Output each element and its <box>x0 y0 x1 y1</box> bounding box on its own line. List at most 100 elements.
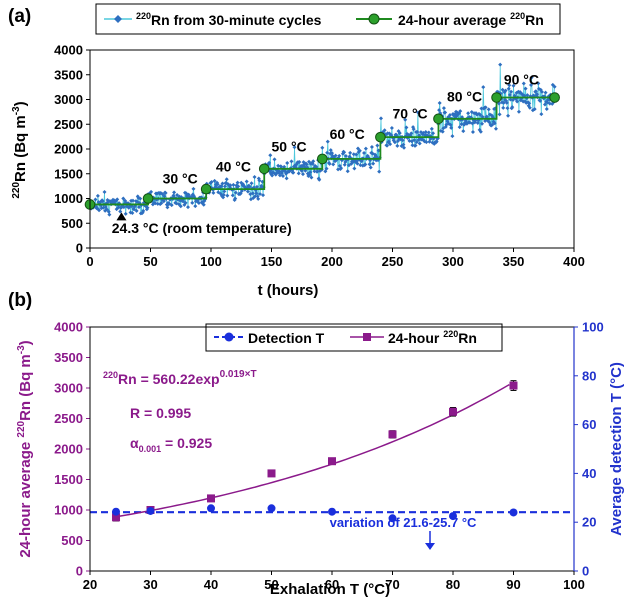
y2-tick-label: 100 <box>582 320 604 335</box>
cycle-point <box>343 153 348 158</box>
cycle-point <box>448 122 453 127</box>
cycle-point <box>401 142 406 147</box>
cycle-point <box>253 194 258 199</box>
y-tick-label: 1000 <box>54 191 83 206</box>
cycle-point <box>289 159 294 164</box>
cycle-point <box>196 201 201 206</box>
y-tick-label: 500 <box>61 533 83 548</box>
y2-tick-label: 80 <box>582 368 596 383</box>
cycle-point <box>317 177 322 182</box>
cycle-point <box>486 107 491 112</box>
cycle-point <box>363 146 368 151</box>
cycle-point <box>395 143 400 148</box>
cycle-point <box>106 209 111 214</box>
x-tick-label: 30 <box>143 577 157 592</box>
cycle-point <box>212 178 217 183</box>
cycle-point <box>429 126 434 131</box>
cycle-point <box>228 183 233 188</box>
cycle-point <box>300 172 305 177</box>
cycle-point <box>507 83 512 88</box>
cycle-point <box>354 152 359 157</box>
average-point <box>258 163 270 175</box>
x-tick-label: 300 <box>442 254 464 269</box>
cycle-point <box>423 129 428 134</box>
cycle-point <box>427 139 432 144</box>
panel-a-cycles-series <box>88 62 557 217</box>
cycle-point <box>270 173 275 178</box>
cycle-point <box>215 182 220 187</box>
cycle-point <box>498 62 503 67</box>
cycle-point <box>348 150 353 155</box>
detection-point <box>509 508 518 517</box>
cycle-point <box>417 141 422 146</box>
cycle-point <box>331 162 336 167</box>
cycle-point <box>130 198 135 203</box>
panel-a-legend-box <box>95 3 561 35</box>
cycle-point <box>311 159 316 164</box>
legend-detection-marker <box>224 332 234 342</box>
cycle-point <box>523 86 528 91</box>
cycle-point <box>355 161 360 166</box>
legend-average-marker <box>368 13 380 25</box>
y-tick-label: 2500 <box>54 117 83 132</box>
cycle-point <box>397 131 402 136</box>
y-tick-label: 3500 <box>54 67 83 82</box>
cycle-point <box>297 159 302 164</box>
cycle-point <box>413 143 418 148</box>
detection-point <box>328 507 336 516</box>
cycle-point <box>145 205 150 210</box>
cycle-point <box>367 162 372 167</box>
cycle-point <box>536 81 541 86</box>
cycle-point <box>411 127 416 132</box>
cycle-point <box>409 131 414 136</box>
cycle-point <box>539 112 544 117</box>
cycle-point <box>230 193 235 198</box>
cycle-point <box>236 184 241 189</box>
cycle-point <box>336 167 341 172</box>
cycle-point <box>412 137 417 142</box>
cycle-point <box>201 202 206 207</box>
cycle-point <box>330 151 334 156</box>
x-tick-label: 100 <box>563 577 585 592</box>
cycle-point <box>312 169 317 174</box>
y-tick-label: 3000 <box>54 381 83 396</box>
cycle-point <box>118 209 123 214</box>
cycle-point <box>303 168 308 173</box>
cycle-point <box>209 180 214 185</box>
panel-a-legend: 220Rn from 30-minute cycles 24-hour aver… <box>95 3 561 35</box>
cycle-point <box>137 205 142 210</box>
average-point <box>142 193 154 204</box>
temperature-annotation: 80 °C <box>447 88 482 104</box>
cycle-point <box>132 207 137 212</box>
rn-point <box>449 407 457 416</box>
cycle-point <box>382 128 387 133</box>
average-point <box>375 131 386 143</box>
y-tick-label: 4000 <box>54 320 83 335</box>
cycle-point <box>403 117 408 122</box>
cycle-point <box>481 85 486 90</box>
cycle-point <box>363 162 368 167</box>
cycle-point <box>261 193 266 198</box>
temperature-annotation: 90 °C <box>504 72 539 88</box>
cycle-point <box>400 138 405 143</box>
x-tick-label: 60 <box>325 577 339 592</box>
cycle-point <box>93 197 98 202</box>
panel-a-xlabel: t (hours) <box>258 282 319 299</box>
cycle-point <box>339 166 344 171</box>
cycle-point <box>479 106 484 111</box>
cycle-point <box>410 143 415 148</box>
y2-tick-label: 40 <box>582 466 596 481</box>
legend-rn-text: 24-hour 220Rn <box>388 329 477 346</box>
x-tick-label: 40 <box>204 577 218 592</box>
cycle-point <box>163 191 168 196</box>
cycle-point <box>342 162 347 167</box>
average-point <box>549 92 560 103</box>
y-tick-label: 1500 <box>54 472 83 487</box>
cycle-point <box>415 129 420 134</box>
cycle-point <box>392 140 397 145</box>
cycle-point <box>309 175 314 180</box>
rn-point <box>207 494 215 503</box>
legend-cycles-text: 220Rn from 30-minute cycles <box>136 11 322 28</box>
cycle-point <box>308 170 313 175</box>
